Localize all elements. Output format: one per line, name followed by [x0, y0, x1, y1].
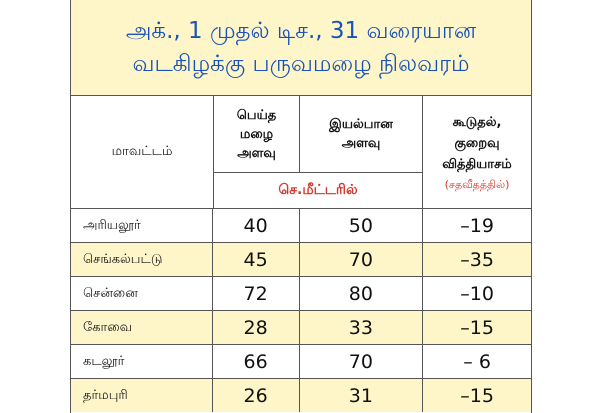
header-district-label: மாவட்டம்	[111, 144, 173, 159]
difference-cell: –10	[460, 282, 494, 305]
unit-label-row: செ.மீட்டரில்	[214, 172, 423, 209]
actual-cell: 28	[213, 311, 300, 344]
header-difference-line: கூடுதல்,	[452, 114, 502, 130]
rainfall-table-card: அக்., 1 முதல் டிச., 31 வரையான வடகிழக்கு …	[70, 0, 532, 413]
header-difference-unit: (சதவீதத்தில்)	[444, 177, 510, 191]
difference-cell: –19	[460, 214, 494, 237]
difference-cell: –35	[460, 248, 494, 271]
header-normal-line: அளவு	[341, 136, 381, 151]
normal-cell: 31	[300, 379, 424, 412]
header-actual-line: பெய்த	[236, 107, 277, 123]
actual-cell: 66	[213, 345, 300, 378]
table-title: அக்., 1 முதல் டிச., 31 வரையான வடகிழக்கு …	[71, 0, 531, 96]
district-cell: அரியலூர்	[71, 209, 213, 242]
district-cell: தர்மபுரி	[71, 379, 213, 412]
header-difference-line: வித்தியாசம்	[442, 156, 512, 172]
actual-cell: 40	[213, 209, 300, 242]
normal-cell: 50	[300, 209, 424, 242]
normal-cell: 70	[300, 243, 424, 276]
table-body: அரியலூர் 40 50 –19 செங்கல்பட்டு 45 70 –3…	[71, 208, 531, 412]
header-actual-rainfall: பெய்த மழை அளவு	[214, 96, 300, 172]
normal-cell: 80	[300, 277, 424, 310]
table-row: தர்மபுரி 26 31 –15	[71, 378, 531, 412]
difference-cell: –15	[460, 384, 494, 407]
district-cell: செங்கல்பட்டு	[71, 243, 213, 276]
header-normal-rainfall: இயல்பான அளவு	[300, 96, 423, 172]
header-actual-line: மழை	[239, 126, 274, 142]
header-normal-line: இயல்பான	[329, 117, 393, 132]
district-cell: கோவை	[71, 311, 213, 344]
table-row: செங்கல்பட்டு 45 70 –35	[71, 242, 531, 276]
header-difference: கூடுதல், குறைவு வித்தியாசம் (சதவீதத்தில்…	[423, 96, 531, 208]
table-row: அரியலூர் 40 50 –19	[71, 208, 531, 242]
header-actual-line: அளவு	[237, 145, 276, 161]
table-row: கோவை 28 33 –15	[71, 310, 531, 344]
normal-cell: 33	[300, 311, 424, 344]
header-difference-line: குறைவு	[454, 135, 500, 151]
district-cell: கடலூர்	[71, 345, 213, 378]
difference-cell: –15	[460, 316, 494, 339]
actual-cell: 45	[213, 243, 300, 276]
title-line-2: வடகிழக்கு பருவமழை நிலவரம்	[132, 50, 470, 77]
title-line-1: அக்., 1 முதல் டிச., 31 வரையான	[125, 17, 477, 44]
table-row: சென்னை 72 80 –10	[71, 276, 531, 310]
difference-cell: – 6	[463, 350, 491, 373]
normal-cell: 70	[300, 345, 424, 378]
unit-label: செ.மீட்டரில்	[278, 182, 358, 198]
header-district: மாவட்டம்	[71, 96, 214, 208]
district-cell: சென்னை	[71, 277, 213, 310]
actual-cell: 26	[213, 379, 300, 412]
table-row: கடலூர் 66 70 – 6	[71, 344, 531, 378]
actual-cell: 72	[213, 277, 300, 310]
